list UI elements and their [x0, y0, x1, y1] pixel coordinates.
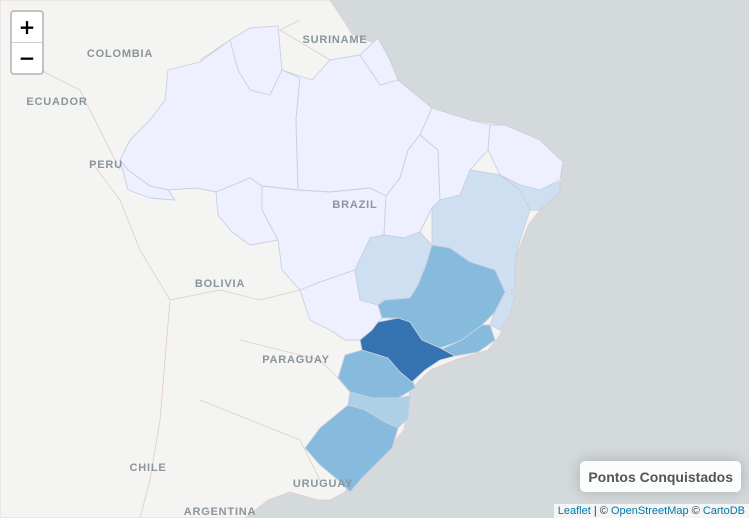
- attribution-separator-2: ©: [688, 505, 703, 517]
- state-acre: [119, 159, 176, 201]
- label-colombia: COLOMBIA: [87, 48, 153, 60]
- state-espirito-santo: [489, 291, 516, 331]
- label-bolivia: BOLIVIA: [195, 278, 245, 290]
- zoom-control: + −: [10, 10, 44, 75]
- attribution-separator: | ©: [590, 505, 611, 517]
- label-uruguay: URUGUAY: [293, 478, 353, 490]
- state-sao-paulo: [359, 317, 456, 383]
- label-suriname: SURINAME: [302, 34, 367, 46]
- brazil-states: [119, 25, 564, 493]
- label-ecuador: ECUADOR: [26, 96, 87, 108]
- legend: Pontos Conquistados: [580, 461, 741, 492]
- openstreetmap-link[interactable]: OpenStreetMap: [610, 505, 689, 517]
- attribution: Leaflet | © OpenStreetMap © CartoDB: [553, 504, 749, 518]
- leaflet-link[interactable]: Leaflet: [557, 505, 591, 517]
- label-peru: PERU: [89, 159, 123, 171]
- state-piaui-ceara-rn-pb-pe: [487, 124, 564, 191]
- label-paraguay: PARAGUAY: [262, 354, 330, 366]
- label-argentina: ARGENTINA: [184, 506, 257, 518]
- zoom-in-button[interactable]: +: [18, 15, 36, 39]
- state-roraima: [229, 25, 283, 96]
- state-amapa: [359, 37, 399, 86]
- country-borders: [39, 19, 371, 518]
- label-brazil: BRAZIL: [332, 199, 377, 211]
- zoom-out-button[interactable]: −: [12, 42, 42, 73]
- label-chile: CHILE: [130, 462, 167, 474]
- cartodb-link[interactable]: CartoDB: [702, 505, 745, 517]
- legend-title: Pontos Conquistados: [588, 469, 733, 485]
- state-rio-grande-do-sul: [304, 404, 399, 493]
- state-alagoas-sergipe: [499, 174, 561, 211]
